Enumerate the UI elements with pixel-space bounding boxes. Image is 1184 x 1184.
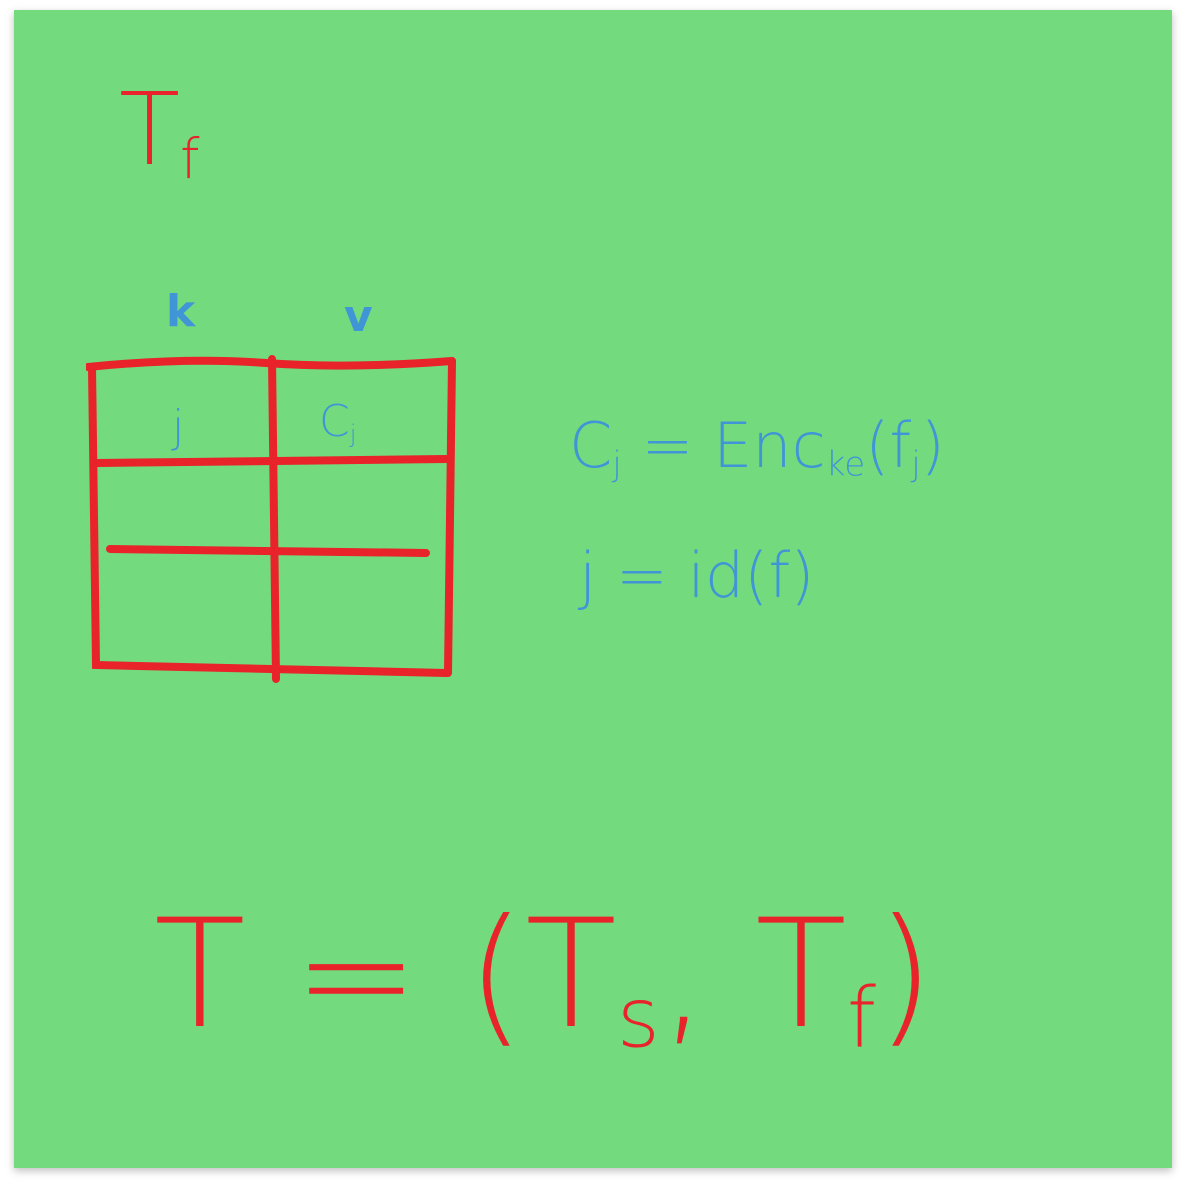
text: (f xyxy=(865,409,912,482)
equation: Cj = Encke(fj) xyxy=(569,415,945,482)
table-cell: Cj xyxy=(319,400,357,449)
subscript: j xyxy=(612,444,622,485)
text: ) xyxy=(875,888,935,1062)
text: T = (T xyxy=(154,888,617,1062)
column-header: v xyxy=(344,291,373,342)
title: Tf xyxy=(119,80,199,187)
text: ) xyxy=(920,409,945,482)
text: C xyxy=(319,396,350,447)
subscript: j xyxy=(911,444,921,485)
formula: T = (Ts, Tf) xyxy=(154,900,934,1060)
subscript: f xyxy=(180,126,200,191)
equation: j = id(f) xyxy=(579,545,814,607)
text: = Enc xyxy=(621,409,826,482)
table-cell: j xyxy=(172,405,184,449)
sticky-note: Tf k v j Cj Cj = Encke(fj) j = id(f) T =… xyxy=(14,10,1172,1168)
table-grid xyxy=(86,355,456,683)
text: j xyxy=(172,401,185,452)
text: T xyxy=(119,71,181,188)
text: , T xyxy=(659,888,847,1062)
column-header: k xyxy=(166,286,196,337)
text: j = id(f) xyxy=(579,539,815,612)
subscript: f xyxy=(846,970,876,1067)
subscript: s xyxy=(616,970,660,1067)
subscript: ke xyxy=(825,444,866,485)
text: C xyxy=(569,409,613,482)
subscript: j xyxy=(349,420,357,449)
